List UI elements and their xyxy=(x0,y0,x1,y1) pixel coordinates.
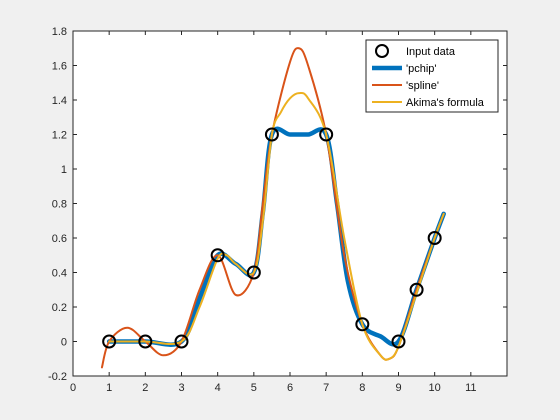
y-tick-label: 1.8 xyxy=(52,26,67,38)
y-tick-label: 0.8 xyxy=(52,199,67,211)
akima-line xyxy=(108,91,445,361)
x-tick-label: 1 xyxy=(106,382,112,394)
x-tick-label: 0 xyxy=(70,382,76,394)
y-tick-label: 1.6 xyxy=(52,61,67,73)
legend: Input data 'pchip' 'spline' Akima's formula xyxy=(365,39,499,113)
x-tick-label: 7 xyxy=(323,382,329,394)
data-point xyxy=(409,282,424,297)
x-tick-label: 3 xyxy=(178,382,184,394)
data-point xyxy=(210,248,225,263)
data-point xyxy=(427,231,442,245)
input-data-markers xyxy=(102,127,442,349)
legend-marker-input xyxy=(375,44,389,58)
data-point xyxy=(102,334,117,349)
y-tick-label: 0 xyxy=(61,337,67,349)
data-point xyxy=(246,265,261,280)
data-point xyxy=(355,317,370,332)
x-tick-label: 9 xyxy=(395,382,401,394)
data-point xyxy=(319,127,334,142)
y-axis: -0.2 0 0.2 0.4 0.6 0.8 1 1.2 1.4 1.6 1.8 xyxy=(48,26,507,383)
x-tick-label: 8 xyxy=(359,382,365,394)
data-point xyxy=(391,334,406,349)
x-tick-label: 11 xyxy=(465,382,476,394)
x-tick-label: 2 xyxy=(142,382,148,394)
y-tick-label: 0.2 xyxy=(52,302,67,314)
data-point xyxy=(138,334,153,349)
legend-label-akima-line: Akima's formula xyxy=(406,97,485,109)
legend-label-pchip-line: 'pchip' xyxy=(406,63,437,75)
x-tick-label: 5 xyxy=(251,382,257,394)
x-tick-label: 6 xyxy=(287,382,293,394)
x-tick-label: 10 xyxy=(429,382,441,394)
pchip-line xyxy=(106,126,446,347)
y-tick-label: 0.4 xyxy=(52,268,67,280)
legend-label-input: Input data xyxy=(406,46,456,58)
data-point xyxy=(174,334,189,349)
x-axis: 0 1 2 3 4 5 6 7 8 9 10 11 xyxy=(70,31,477,394)
y-tick-label: -0.2 xyxy=(48,371,67,383)
data-point xyxy=(264,127,279,142)
y-tick-label: 1.2 xyxy=(52,130,67,142)
legend-label-spline-line: 'spline' xyxy=(406,80,439,92)
y-tick-label: 1 xyxy=(61,164,67,176)
series-lines xyxy=(100,47,446,369)
y-tick-label: 1.4 xyxy=(52,95,67,107)
y-tick-label: 0.6 xyxy=(52,233,67,245)
x-tick-label: 4 xyxy=(215,382,221,394)
